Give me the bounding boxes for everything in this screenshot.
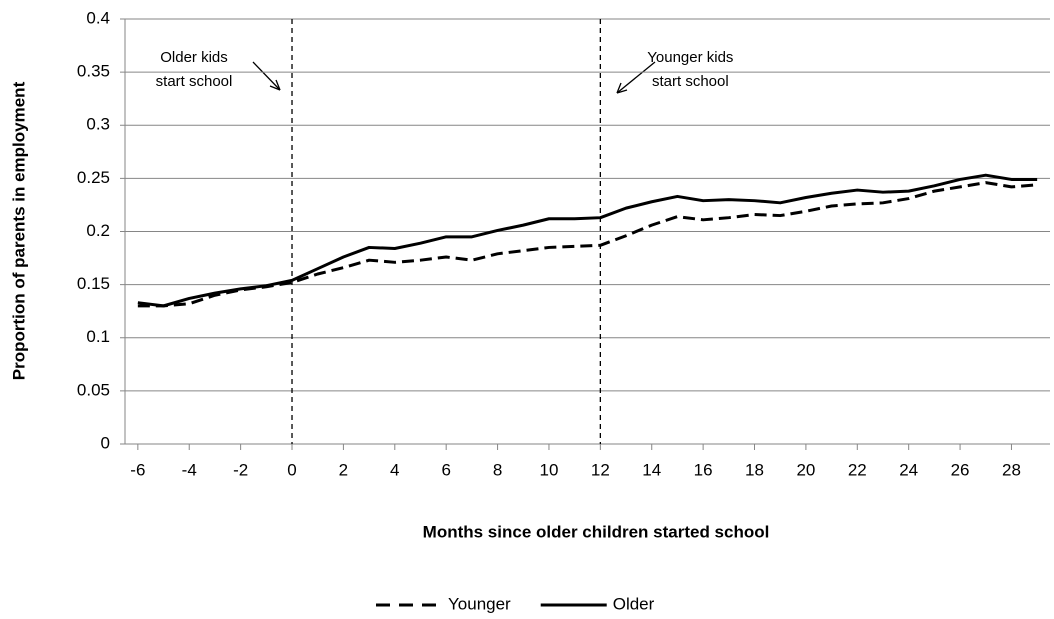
x-tick-label: 22 bbox=[848, 460, 867, 479]
x-tick-label: -2 bbox=[233, 460, 248, 479]
x-tick-label: 16 bbox=[694, 460, 713, 479]
x-tick-label: -6 bbox=[130, 460, 145, 479]
x-tick-label: 4 bbox=[390, 460, 399, 479]
x-tick-label: -4 bbox=[182, 460, 197, 479]
x-tick-label: 18 bbox=[745, 460, 764, 479]
arrow-head bbox=[269, 79, 281, 91]
y-tick-label: 0.2 bbox=[86, 221, 110, 240]
x-tick-label: 12 bbox=[591, 460, 610, 479]
y-tick-label: 0.25 bbox=[77, 168, 110, 187]
y-tick-label: 0 bbox=[101, 433, 110, 452]
annotation: Younger kids bbox=[647, 49, 733, 66]
x-tick-label: 2 bbox=[339, 460, 348, 479]
annotation: start school bbox=[652, 73, 729, 90]
annotation: Older kids bbox=[160, 49, 228, 66]
y-tick-label: 0.35 bbox=[77, 62, 110, 81]
series-line bbox=[137, 173, 1038, 308]
x-tick-label: 28 bbox=[1002, 460, 1021, 479]
y-tick-label: 0.1 bbox=[86, 327, 110, 346]
legend-label: Older bbox=[613, 594, 655, 613]
x-tick-label: 8 bbox=[493, 460, 502, 479]
x-tick-label: 14 bbox=[642, 460, 661, 479]
arrow-head bbox=[616, 82, 628, 94]
x-tick-label: 20 bbox=[796, 460, 815, 479]
legend-label: Younger bbox=[448, 594, 511, 613]
y-tick-label: 0.4 bbox=[86, 8, 110, 27]
y-tick-label: 0.05 bbox=[77, 380, 110, 399]
arrow bbox=[252, 61, 281, 91]
y-tick-label: 0.15 bbox=[77, 274, 110, 293]
y-axis-title: Proportion of parents in employment bbox=[9, 81, 28, 380]
x-tick-label: 26 bbox=[951, 460, 970, 479]
x-tick-label: 0 bbox=[287, 460, 296, 479]
series-line bbox=[137, 181, 1038, 308]
annotation: start school bbox=[156, 73, 233, 90]
x-tick-label: 24 bbox=[899, 460, 918, 479]
x-tick-label: 10 bbox=[539, 460, 558, 479]
x-tick-label: 6 bbox=[441, 460, 450, 479]
x-axis-title: Months since older children started scho… bbox=[423, 522, 770, 541]
arrow bbox=[616, 61, 656, 94]
y-tick-label: 0.3 bbox=[86, 115, 110, 134]
